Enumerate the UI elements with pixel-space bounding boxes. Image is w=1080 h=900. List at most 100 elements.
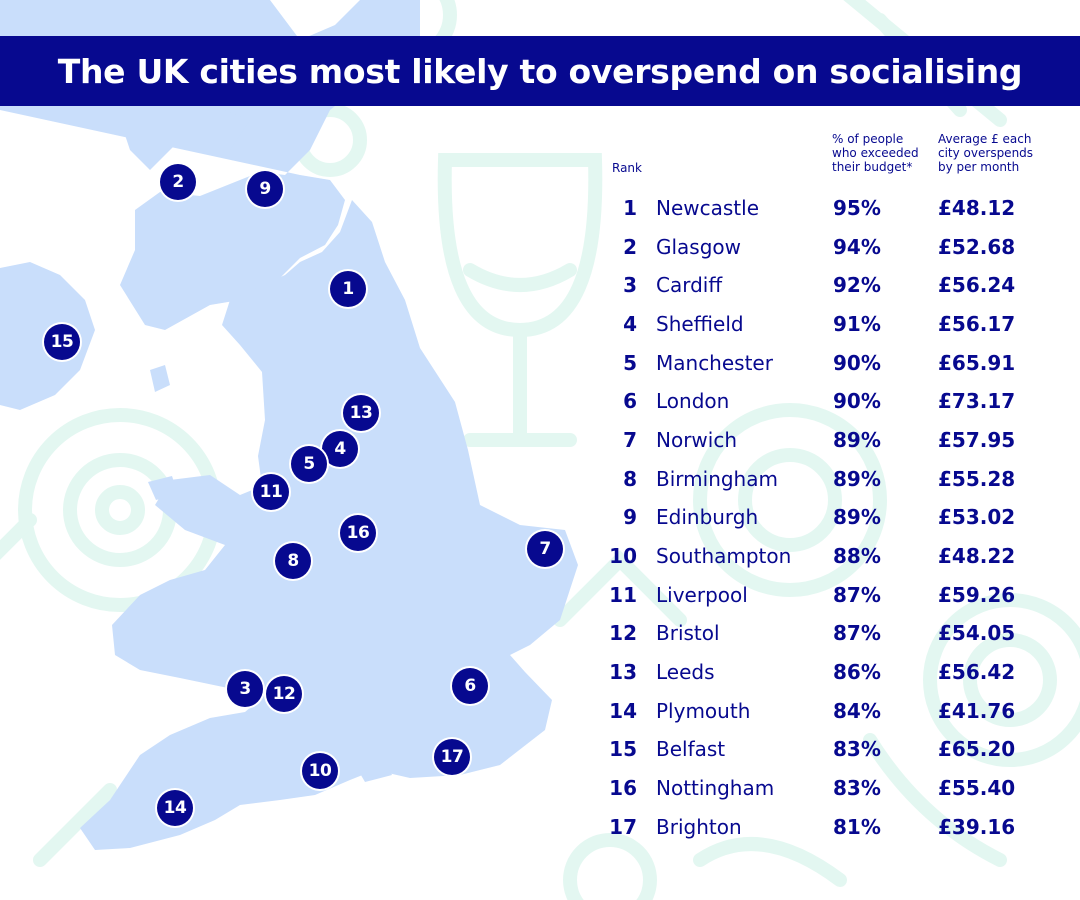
table-row: 16 Nottingham 83% £55.40 bbox=[0, 769, 1080, 807]
row-rank: 5 bbox=[623, 351, 637, 375]
map-marker-3: 3 bbox=[227, 671, 263, 707]
table-row: 17 Brighton 81% £39.16 bbox=[0, 808, 1080, 846]
row-percent: 81% bbox=[833, 815, 881, 839]
table-row: 1 Newcastle 95% £48.12 bbox=[0, 189, 1080, 227]
map-marker-7: 7 bbox=[527, 531, 563, 567]
page-title: The UK cities most likely to overspend o… bbox=[57, 51, 1023, 91]
map-marker-9: 9 bbox=[247, 171, 283, 207]
table-row: 10 Southampton 88% £48.22 bbox=[0, 537, 1080, 575]
row-city: Cardiff bbox=[656, 273, 723, 297]
row-city: Belfast bbox=[656, 737, 726, 761]
map-marker-16: 16 bbox=[340, 515, 376, 551]
row-rank: 14 bbox=[609, 699, 637, 723]
row-city: Bristol bbox=[656, 621, 720, 645]
row-rank: 4 bbox=[623, 312, 637, 336]
map-marker-5: 5 bbox=[291, 446, 327, 482]
row-amount: £48.22 bbox=[938, 544, 1016, 568]
row-percent: 92% bbox=[833, 273, 881, 297]
table-row: 3 Cardiff 92% £56.24 bbox=[0, 266, 1080, 304]
row-rank: 9 bbox=[623, 505, 637, 529]
row-percent: 88% bbox=[833, 544, 881, 568]
row-city: Plymouth bbox=[656, 699, 751, 723]
table-row: 7 Norwich 89% £57.95 bbox=[0, 421, 1080, 459]
row-percent: 84% bbox=[833, 699, 881, 723]
map-marker-13: 13 bbox=[343, 395, 379, 431]
row-amount: £52.68 bbox=[938, 235, 1016, 259]
row-amount: £39.16 bbox=[938, 815, 1016, 839]
table-row: 14 Plymouth 84% £41.76 bbox=[0, 692, 1080, 730]
row-rank: 8 bbox=[623, 467, 637, 491]
table-row: 15 Belfast 83% £65.20 bbox=[0, 730, 1080, 768]
row-amount: £55.40 bbox=[938, 776, 1016, 800]
row-percent: 90% bbox=[833, 389, 881, 413]
row-percent: 83% bbox=[833, 776, 881, 800]
row-amount: £54.05 bbox=[938, 621, 1016, 645]
row-city: Birmingham bbox=[656, 467, 778, 491]
row-rank: 3 bbox=[623, 273, 637, 297]
row-city: Nottingham bbox=[656, 776, 775, 800]
row-rank: 1 bbox=[623, 196, 637, 220]
row-percent: 86% bbox=[833, 660, 881, 684]
row-rank: 13 bbox=[609, 660, 637, 684]
map-marker-2: 2 bbox=[160, 164, 196, 200]
header-rank: Rank bbox=[612, 161, 642, 175]
map-marker-14: 14 bbox=[157, 790, 193, 826]
row-amount: £56.42 bbox=[938, 660, 1016, 684]
row-city: Brighton bbox=[656, 815, 742, 839]
row-rank: 12 bbox=[609, 621, 637, 645]
row-percent: 87% bbox=[833, 621, 881, 645]
row-percent: 89% bbox=[833, 428, 881, 452]
map-marker-4: 4 bbox=[322, 431, 358, 467]
row-rank: 16 bbox=[609, 776, 637, 800]
row-city: Manchester bbox=[656, 351, 773, 375]
row-rank: 2 bbox=[623, 235, 637, 259]
row-amount: £73.17 bbox=[938, 389, 1016, 413]
map-marker-15: 15 bbox=[44, 324, 80, 360]
table-row: 2 Glasgow 94% £52.68 bbox=[0, 228, 1080, 266]
row-rank: 7 bbox=[623, 428, 637, 452]
header-percent-exceeded: % of people who exceeded their budget* bbox=[832, 132, 919, 174]
row-percent: 94% bbox=[833, 235, 881, 259]
title-banner: The UK cities most likely to overspend o… bbox=[0, 36, 1080, 106]
row-amount: £41.76 bbox=[938, 699, 1016, 723]
row-amount: £59.26 bbox=[938, 583, 1016, 607]
row-percent: 87% bbox=[833, 583, 881, 607]
row-amount: £48.12 bbox=[938, 196, 1016, 220]
row-city: Sheffield bbox=[656, 312, 744, 336]
row-amount: £55.28 bbox=[938, 467, 1016, 491]
row-city: London bbox=[656, 389, 730, 413]
table-row: 4 Sheffield 91% £56.17 bbox=[0, 305, 1080, 343]
row-city: Leeds bbox=[656, 660, 715, 684]
table-row: 13 Leeds 86% £56.42 bbox=[0, 653, 1080, 691]
row-city: Edinburgh bbox=[656, 505, 759, 529]
row-rank: 11 bbox=[609, 583, 637, 607]
row-percent: 89% bbox=[833, 505, 881, 529]
row-amount: £65.20 bbox=[938, 737, 1016, 761]
row-city: Norwich bbox=[656, 428, 738, 452]
table-row: 8 Birmingham 89% £55.28 bbox=[0, 460, 1080, 498]
map-marker-6: 6 bbox=[452, 668, 488, 704]
row-city: Southampton bbox=[656, 544, 792, 568]
row-city: Glasgow bbox=[656, 235, 742, 259]
map-marker-11: 11 bbox=[253, 474, 289, 510]
map-marker-12: 12 bbox=[266, 676, 302, 712]
row-percent: 95% bbox=[833, 196, 881, 220]
row-city: Newcastle bbox=[656, 196, 759, 220]
row-rank: 17 bbox=[609, 815, 637, 839]
row-percent: 83% bbox=[833, 737, 881, 761]
row-percent: 89% bbox=[833, 467, 881, 491]
row-amount: £56.17 bbox=[938, 312, 1016, 336]
map-marker-1: 1 bbox=[330, 271, 366, 307]
row-rank: 10 bbox=[609, 544, 637, 568]
table-row: 6 London 90% £73.17 bbox=[0, 382, 1080, 420]
row-rank: 6 bbox=[623, 389, 637, 413]
table-row: 12 Bristol 87% £54.05 bbox=[0, 614, 1080, 652]
row-amount: £53.02 bbox=[938, 505, 1016, 529]
map-marker-17: 17 bbox=[434, 739, 470, 775]
row-amount: £65.91 bbox=[938, 351, 1016, 375]
row-percent: 91% bbox=[833, 312, 881, 336]
row-percent: 90% bbox=[833, 351, 881, 375]
row-city: Liverpool bbox=[656, 583, 748, 607]
table-row: 5 Manchester 90% £65.91 bbox=[0, 344, 1080, 382]
